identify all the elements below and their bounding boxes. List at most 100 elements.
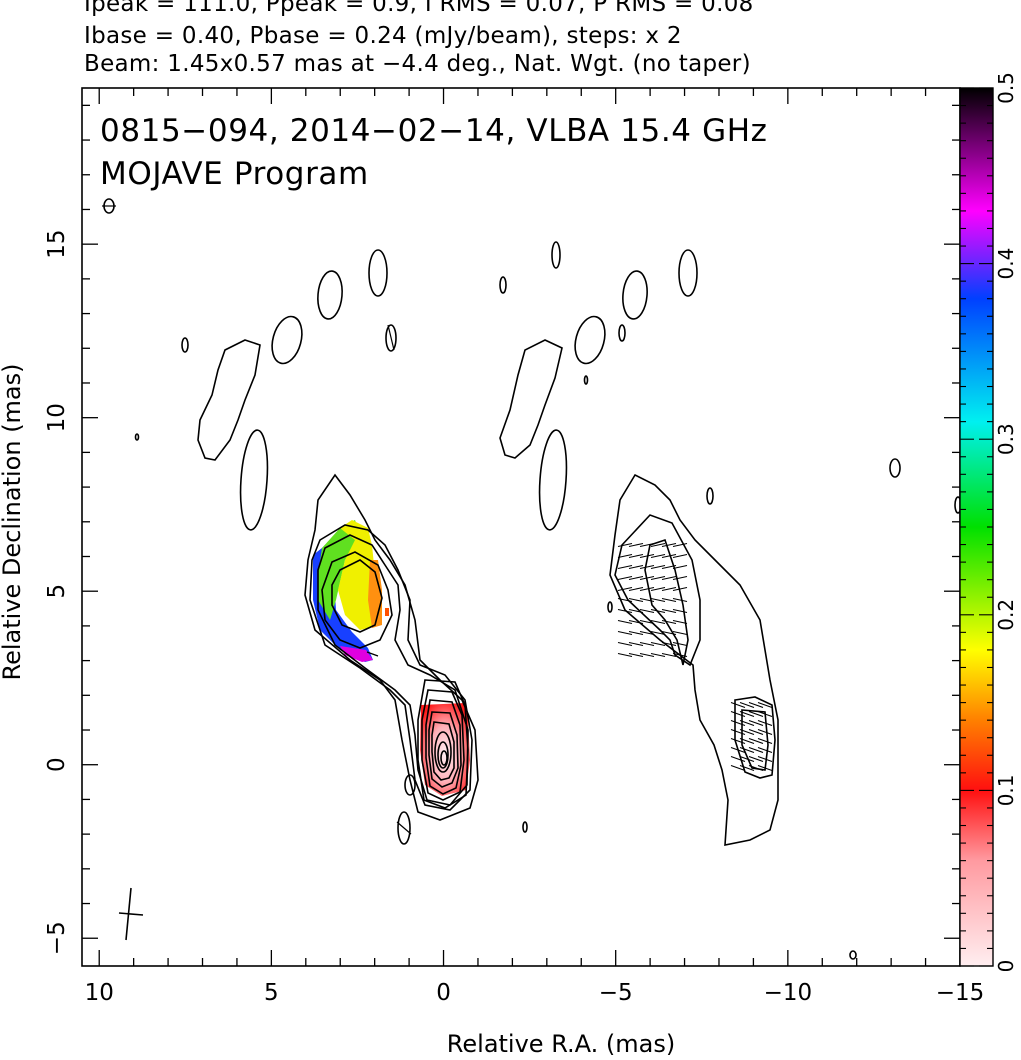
evpa-tick: [639, 542, 655, 548]
evpa-tick: [757, 701, 773, 709]
evpa-tick: [617, 553, 633, 559]
evpa-tick: [617, 652, 633, 658]
evpa-tick: [639, 641, 655, 647]
y-tick-label: 10: [44, 403, 70, 432]
evpa-tick: [639, 619, 655, 625]
evpa-tick: [650, 542, 666, 548]
contour-core-8: [440, 750, 448, 766]
contour-core-5: [431, 721, 455, 781]
evpa-tick: [661, 553, 677, 559]
evpa-tick: [628, 652, 644, 658]
evpa-tick: [650, 553, 666, 559]
left-panel-contours: [103, 198, 561, 845]
evpa-tick: [672, 619, 688, 625]
beam-marker: [118, 887, 144, 941]
evpa-tick: [617, 641, 633, 647]
evpa-tick: [650, 597, 666, 603]
evpa-tick: [661, 652, 677, 658]
evpa-tick: [628, 586, 644, 592]
evpa-tick: [661, 641, 677, 647]
left-panel-small-marks: [102, 205, 412, 835]
evpa-tick: [672, 575, 688, 581]
evpa-tick: [757, 755, 773, 763]
evpa-tick: [628, 597, 644, 603]
evpa-tick: [748, 746, 764, 754]
contour-right-blob-k: [583, 375, 589, 385]
evpa-tick: [650, 619, 666, 625]
evpa-tick: [757, 746, 773, 754]
evpa-tick: [661, 608, 677, 614]
evpa-tick: [661, 630, 677, 636]
contour-blob-b: [271, 315, 303, 365]
evpa-tick: [617, 619, 633, 625]
contour-outer-jet: [304, 473, 479, 821]
evpa-tick: [757, 710, 773, 718]
evpa-tick: [739, 755, 755, 763]
y-tick-label: 15: [44, 230, 70, 259]
evpa-tick: [739, 701, 755, 709]
evpa-tick: [672, 597, 688, 603]
evpa-tick: [628, 641, 644, 647]
contour-core-4: [428, 711, 459, 788]
contour-jet-2: [309, 524, 473, 811]
evpa-tick: [672, 652, 688, 658]
colorbar-tick-label: 0.5: [994, 72, 1018, 104]
evpa-tick: [661, 564, 677, 570]
evpa-tick: [650, 630, 666, 636]
evpa-tick: [628, 553, 644, 559]
evpa-tick: [672, 608, 688, 614]
evpa-tick: [661, 586, 677, 592]
contour-right-blob-j: [849, 950, 857, 960]
evpa-tick: [628, 575, 644, 581]
evpa-tick: [661, 597, 677, 603]
contour-blob-f: [181, 337, 189, 353]
evpa-tick: [628, 564, 644, 570]
evpa-tick: [757, 728, 773, 736]
contour-right-blob-e: [618, 324, 626, 342]
contour-right-blob-g: [607, 601, 613, 613]
contour-right-inner: [614, 514, 701, 667]
evpa-tick: [730, 710, 746, 718]
colorbar-tick-label: 0: [994, 960, 1018, 973]
evpa-tick: [617, 564, 633, 570]
contour-blob-i: [404, 774, 416, 796]
evpa-tick: [661, 575, 677, 581]
evpa-tick: [730, 701, 746, 709]
evpa-tick: [672, 586, 688, 592]
colorbar-tick-label: 0.2: [994, 599, 1018, 631]
evpa-tick: [748, 737, 764, 745]
evpa-tick: [672, 553, 688, 559]
header-line-2: Ibase = 0.40, Pbase = 0.24 (mJy/beam), s…: [84, 23, 682, 49]
contour-jet-5: [331, 559, 383, 633]
evpa-tick: [639, 575, 655, 581]
header-line-3: Beam: 1.45x0.57 mas at −4.4 deg., Nat. W…: [84, 51, 751, 77]
y-axis-label: Relative Declination (mas): [0, 363, 26, 680]
x-tick-label: −15: [936, 980, 985, 1006]
x-tick-label: −5: [599, 980, 633, 1006]
x-tick-label: 5: [264, 980, 279, 1006]
evpa-tick: [739, 728, 755, 736]
plot-title: 0815−094, 2014−02−14, VLBA 15.4 GHz: [100, 113, 767, 149]
contour-blob-h: [134, 433, 140, 441]
evpa-tick: [739, 764, 755, 772]
plot-subtitle: MOJAVE Program: [100, 156, 369, 192]
evpa-tick: [639, 597, 655, 603]
evpa-tick: [748, 710, 764, 718]
evpa-tick: [628, 630, 644, 636]
evpa-vectors: [617, 542, 773, 772]
evpa-tick: [739, 710, 755, 718]
contour-right-jet: [609, 473, 779, 846]
evpa-tick: [748, 755, 764, 763]
evpa-tick: [617, 630, 633, 636]
evpa-tick: [661, 542, 677, 548]
contour-right-blob-f: [706, 487, 714, 505]
contour-right-lower-inner: [741, 709, 769, 771]
evpa-tick: [639, 652, 655, 658]
contour-jet-4: [321, 551, 393, 649]
plot-frame: [81, 87, 961, 967]
colorbar-tick-label: 0.1: [994, 774, 1018, 806]
evpa-tick: [757, 764, 773, 772]
evpa-tick: [617, 586, 633, 592]
contour-core-7: [437, 741, 449, 769]
evpa-tick: [730, 737, 746, 745]
